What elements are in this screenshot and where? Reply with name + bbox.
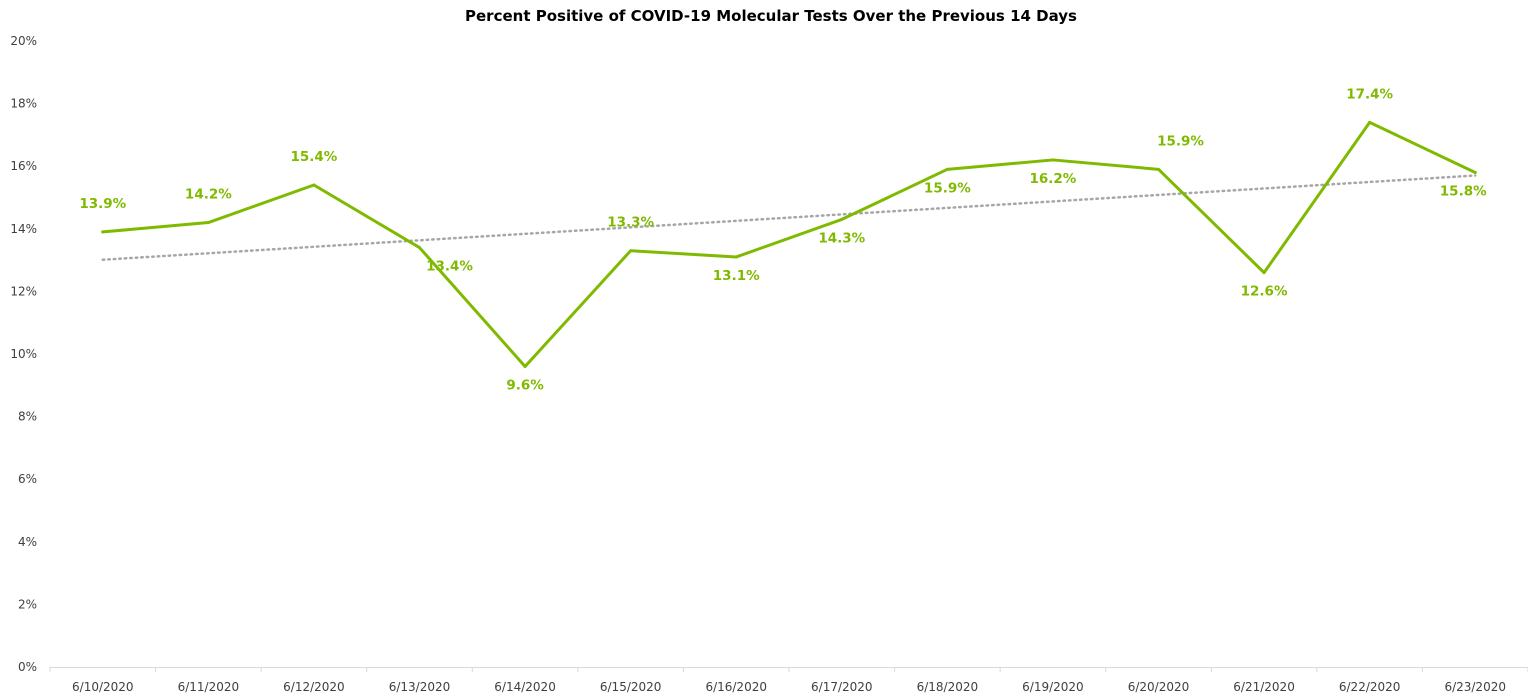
data-point	[1473, 170, 1477, 174]
x-tick-label: 6/17/2020	[811, 680, 873, 694]
y-tick-label: 0%	[18, 660, 37, 674]
trendline	[101, 174, 1477, 261]
y-tick-label: 12%	[10, 284, 37, 298]
data-point	[840, 217, 844, 221]
y-tick-label: 20%	[10, 34, 37, 48]
x-tick-label: 6/15/2020	[600, 680, 662, 694]
series-layer	[101, 120, 1477, 369]
x-tick-label: 6/10/2020	[72, 680, 134, 694]
x-axis: 6/10/2020 6/11/2020 6/12/2020 6/13/2020 6/14…	[49, 667, 1528, 694]
data-point	[1157, 167, 1160, 171]
y-tick-label: 10%	[10, 347, 37, 361]
data-point	[312, 183, 316, 187]
data-point	[206, 221, 210, 225]
data-label: 15.9%	[1157, 133, 1204, 149]
y-tick-label: 14%	[10, 222, 37, 236]
x-tick-label: 6/22/2020	[1339, 680, 1401, 694]
data-label: 13.4%	[426, 259, 473, 275]
data-label: 13.1%	[713, 268, 760, 284]
data-point	[1368, 120, 1372, 124]
data-label: 16.2%	[1030, 171, 1077, 187]
data-label: 15.9%	[924, 180, 971, 196]
data-label: 12.6%	[1241, 284, 1288, 300]
x-tick-label: 6/16/2020	[705, 680, 767, 694]
data-label: 15.8%	[1440, 183, 1487, 199]
data-point	[101, 230, 105, 234]
data-label: 13.9%	[79, 196, 126, 212]
data-point	[629, 249, 633, 253]
data-point	[945, 167, 949, 171]
y-axis: 0% 2% 4% 6% 8% 10% 12% 14% 16% 18% 20%	[10, 34, 37, 674]
y-tick-label: 2%	[18, 597, 37, 611]
y-tick-label: 6%	[18, 472, 37, 486]
x-tick-label: 6/19/2020	[1022, 680, 1084, 694]
x-tick-label: 6/20/2020	[1128, 680, 1190, 694]
x-tick-label: 6/23/2020	[1444, 680, 1506, 694]
data-point	[418, 246, 421, 250]
series-line	[101, 120, 1477, 369]
x-tick-label: 6/14/2020	[494, 680, 556, 694]
data-point	[734, 255, 738, 259]
data-point	[1051, 158, 1055, 162]
data-point	[523, 365, 527, 369]
x-tick-label: 6/13/2020	[389, 680, 451, 694]
data-label: 14.2%	[185, 187, 232, 203]
data-label: 9.6%	[506, 378, 544, 394]
data-label: 14.3%	[818, 230, 865, 246]
x-tick-label: 6/11/2020	[178, 680, 240, 694]
trendline-layer	[101, 174, 1477, 261]
y-tick-label: 8%	[18, 410, 37, 424]
x-tick-label: 6/12/2020	[283, 680, 345, 694]
x-tick-label: 6/21/2020	[1233, 680, 1295, 694]
y-tick-label: 18%	[10, 97, 37, 111]
data-label: 17.4%	[1346, 86, 1393, 102]
chart-title: Percent Positive of COVID-19 Molecular T…	[465, 7, 1077, 25]
data-label-layer: 13.9% 14.2% 15.4% 13.4% 9.6% 13.3% 13.1% 14.3% 1…	[79, 86, 1487, 393]
data-label: 15.4%	[291, 149, 338, 165]
y-tick-label: 16%	[10, 159, 37, 173]
y-tick-label: 4%	[18, 535, 37, 549]
data-point	[1262, 271, 1266, 275]
x-tick-label: 6/18/2020	[917, 680, 979, 694]
data-label: 13.3%	[607, 215, 654, 231]
